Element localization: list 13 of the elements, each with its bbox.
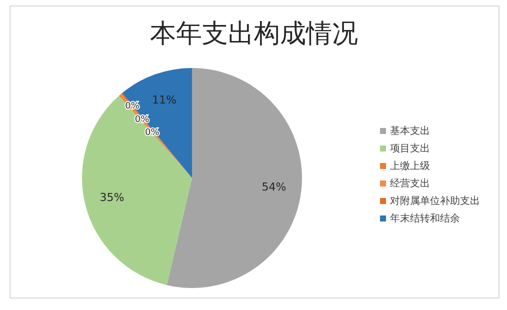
legend-label: 年末结转和结余	[390, 212, 460, 224]
pie-slice	[122, 68, 192, 178]
legend-label: 对附属单位补助支出	[390, 195, 480, 207]
chart-title: 本年支出构成情况	[150, 19, 358, 49]
legend-label: 经营支出	[390, 178, 430, 190]
legend-label: 基本支出	[390, 125, 430, 137]
data-label: 54%	[262, 180, 286, 194]
data-label: 0%	[125, 102, 140, 112]
data-label: 35%	[100, 191, 124, 204]
legend-label: 项目支出	[390, 142, 430, 154]
data-label: 11%	[152, 93, 176, 106]
pie-slice	[82, 96, 192, 286]
legend-label: 上缴上级	[390, 160, 430, 172]
